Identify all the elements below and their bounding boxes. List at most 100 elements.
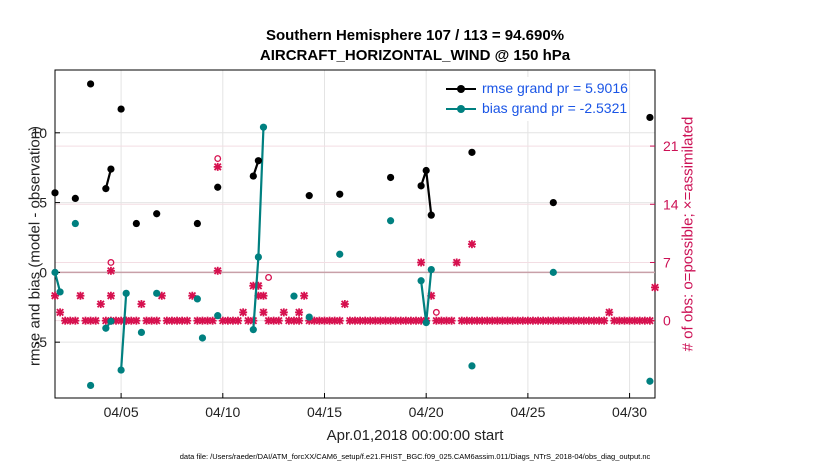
rmse-point (249, 172, 257, 180)
y-tick-label-right: 21 (663, 138, 679, 154)
x-tick-label: 04/15 (307, 404, 342, 420)
rmse-point (336, 190, 344, 198)
obs-assimilated-marker (183, 316, 192, 325)
obs-possible-marker (432, 308, 440, 316)
bias-point (386, 217, 395, 225)
rmse-point (51, 189, 59, 197)
y-tick-label-right: 14 (663, 196, 679, 212)
axis-ticks: 04/05 04/10 04/15 04/20 04/25 04/30 -5 0 5 10 0 7 14… (31, 125, 678, 420)
obs-assimilated-marker (56, 308, 65, 317)
obs-assimilated-marker (335, 316, 344, 325)
obs-assimilated-marker (137, 300, 146, 309)
bias-point (468, 362, 476, 370)
rmse-point (71, 194, 79, 203)
legend-item-rmse: rmse grand pr = 5.9016 (440, 79, 628, 99)
legend-marker-bias (457, 105, 465, 113)
bias-point (427, 265, 435, 274)
legend: rmse grand pr = 5.9016 bias grand pr = -… (440, 77, 628, 121)
rmse-point (646, 113, 654, 122)
bias-point (646, 377, 654, 385)
bias-point (290, 292, 298, 300)
obs-assimilated-marker (295, 308, 304, 317)
bias-point (422, 319, 430, 327)
obs-assimilated-marker (188, 291, 197, 300)
y-axis-label-left: rmse and bias (model - observation) (26, 125, 44, 367)
rmse-point (117, 105, 125, 113)
rmse-point (102, 185, 110, 193)
rmse-point (132, 219, 140, 228)
obs-count-series (51, 155, 659, 325)
y-tick-label-left: 5 (39, 195, 47, 211)
obs-possible-marker (214, 155, 222, 162)
y-tick-label-left: 10 (31, 125, 47, 141)
bias-point (198, 334, 207, 342)
bias-series (51, 123, 654, 390)
rmse-point (549, 198, 557, 207)
legend-item-bias: bias grand pr = -2.5321 (440, 99, 627, 119)
bias-point (214, 312, 222, 320)
obs-assimilated-marker (213, 266, 222, 275)
y-tick-label-right: 0 (663, 313, 671, 329)
rmse-series (51, 80, 654, 228)
x-tick-label: 04/25 (510, 404, 545, 420)
obs-assimilated-marker (106, 266, 115, 275)
chart-subtitle: AIRCRAFT_HORIZONTAL_WIND @ 150 hPa (259, 47, 571, 64)
y-tick-label-left: 0 (39, 264, 47, 280)
bias-line-segment (120, 293, 128, 371)
bias-point (137, 328, 146, 336)
obs-assimilated-marker (452, 258, 461, 267)
obs-assimilated-marker (91, 316, 100, 325)
obs-assimilated-marker (605, 308, 614, 317)
bias-point (305, 313, 313, 321)
rmse-point (107, 165, 115, 173)
obs-assimilated-marker (467, 240, 476, 249)
bias-point (51, 268, 59, 276)
x-tick-label: 04/20 (409, 404, 444, 420)
obs-assimilated-marker (300, 291, 309, 300)
rmse-point (422, 166, 430, 175)
y-axis-label-right: # of obs: o=possible; ×=assimilated (679, 116, 697, 352)
obs-assimilated-marker (340, 300, 349, 309)
bias-point (336, 250, 344, 258)
bias-point (107, 317, 115, 325)
plot-frame (54, 69, 656, 399)
x-tick-label: 04/10 (205, 404, 240, 420)
x-axis-label: Apr.01,2018 00:00:00 start (326, 427, 504, 444)
bias-point (122, 289, 130, 297)
obs-assimilated-marker (213, 162, 222, 171)
bias-point (153, 289, 161, 297)
rmse-point (468, 148, 476, 156)
rmse-point (214, 183, 222, 191)
bias-point (417, 277, 425, 285)
rmse-point (427, 211, 435, 219)
bias-point (254, 253, 262, 261)
y-tick-label-left: -5 (35, 334, 48, 350)
obs-assimilated-marker (152, 316, 161, 325)
legend-marker-rmse (457, 85, 465, 93)
y-tick-label-right: 7 (663, 254, 671, 270)
obs-assimilated-marker (132, 316, 141, 325)
obs-assimilated-marker (417, 258, 426, 267)
rmse-point (153, 210, 161, 218)
bias-point (56, 288, 64, 296)
obs-assimilated-marker (76, 291, 85, 300)
rmse-point (417, 182, 425, 190)
x-tick-label: 04/30 (612, 404, 647, 420)
bias-point (117, 366, 125, 374)
rmse-point (386, 173, 395, 182)
obs-assimilated-marker (274, 316, 283, 325)
obs-assimilated-marker (208, 316, 217, 325)
obs-assimilated-marker (106, 291, 115, 300)
obs-assimilated-marker (234, 316, 243, 325)
obs-assimilated-marker (259, 308, 268, 317)
bias-point (102, 324, 110, 332)
obs-assimilated-marker (295, 316, 304, 325)
x-tick-label: 04/05 (104, 404, 139, 420)
data-file-note: data file: /Users/raeder/DAI/ATM_forcXX/… (179, 452, 651, 461)
chart-title: Southern Hemisphere 107 / 113 = 94.690% (265, 27, 565, 44)
bias-point (71, 219, 79, 228)
rmse-point (254, 157, 262, 165)
obs-assimilated-marker (279, 308, 288, 317)
obs-assimilated-marker (447, 316, 456, 325)
